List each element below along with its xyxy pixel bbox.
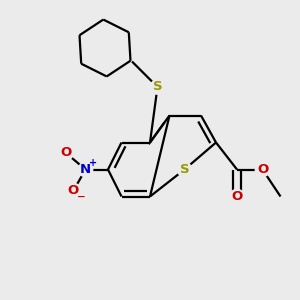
Circle shape: [59, 146, 73, 160]
Text: N: N: [80, 163, 91, 176]
Text: S: S: [180, 163, 189, 176]
Text: −: −: [76, 191, 85, 202]
Circle shape: [66, 183, 81, 198]
Text: O: O: [257, 163, 268, 176]
Text: O: O: [68, 184, 79, 197]
Circle shape: [230, 189, 244, 204]
Text: +: +: [89, 158, 97, 168]
Circle shape: [177, 162, 192, 177]
Circle shape: [255, 162, 270, 177]
Circle shape: [78, 162, 93, 177]
Text: O: O: [60, 146, 72, 160]
Circle shape: [150, 80, 165, 94]
Text: O: O: [231, 190, 243, 203]
Text: S: S: [153, 80, 162, 94]
